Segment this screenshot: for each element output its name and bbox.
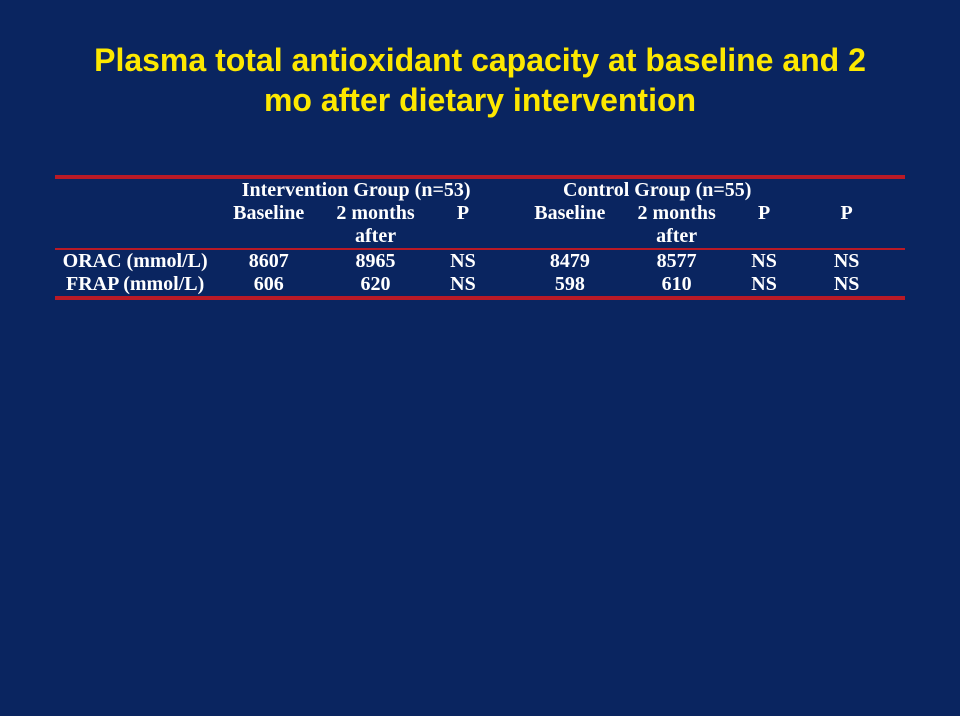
title-line-2: mo after dietary intervention bbox=[264, 82, 696, 118]
title-line-1: Plasma total antioxidant capacity at bas… bbox=[94, 42, 866, 78]
cell-value: 8965 bbox=[322, 250, 429, 273]
data-table: Intervention Group (n=53) Control Group … bbox=[55, 179, 905, 300]
cell-value: NS bbox=[730, 273, 798, 296]
slide: Plasma total antioxidant capacity at bas… bbox=[0, 0, 960, 716]
control-group-header: Control Group (n=55) bbox=[516, 179, 798, 202]
cell-value: NS bbox=[429, 273, 497, 296]
cell-value: NS bbox=[429, 250, 497, 273]
results-table: Intervention Group (n=53) Control Group … bbox=[55, 175, 905, 300]
col-int-p: P bbox=[429, 202, 497, 225]
col-ctl-p: P bbox=[730, 202, 798, 225]
slide-title: Plasma total antioxidant capacity at bas… bbox=[55, 40, 905, 120]
cell-value: 8607 bbox=[215, 250, 322, 273]
row-label: FRAP (mmol/L) bbox=[55, 273, 215, 296]
table-row: FRAP (mmol/L) 606 620 NS 598 610 NS NS bbox=[55, 273, 905, 296]
table-row: ORAC (mmol/L) 8607 8965 NS 8479 8577 NS … bbox=[55, 250, 905, 273]
cell-value: 8577 bbox=[623, 250, 730, 273]
cell-value: 610 bbox=[623, 273, 730, 296]
cell-value: 8479 bbox=[516, 250, 623, 273]
column-header-row: Baseline 2 months P Baseline 2 months P … bbox=[55, 202, 905, 225]
col-ctl-after: after bbox=[623, 225, 730, 248]
cell-value: NS bbox=[818, 273, 876, 296]
column-subheader-row: after after bbox=[55, 225, 905, 248]
col-ctl-baseline: Baseline bbox=[516, 202, 623, 225]
group-header-row: Intervention Group (n=53) Control Group … bbox=[55, 179, 905, 202]
cell-value: 606 bbox=[215, 273, 322, 296]
cell-value: 598 bbox=[516, 273, 623, 296]
col-int-after: after bbox=[322, 225, 429, 248]
intervention-group-header: Intervention Group (n=53) bbox=[215, 179, 497, 202]
col-int-baseline: Baseline bbox=[215, 202, 322, 225]
col-ctl-2mo: 2 months bbox=[623, 202, 730, 225]
row-label: ORAC (mmol/L) bbox=[55, 250, 215, 273]
cell-value: NS bbox=[730, 250, 798, 273]
table-rule-bottom bbox=[55, 296, 905, 300]
col-int-2mo: 2 months bbox=[322, 202, 429, 225]
cell-value: 620 bbox=[322, 273, 429, 296]
cell-value: NS bbox=[818, 250, 876, 273]
col-between-p: P bbox=[818, 202, 876, 225]
